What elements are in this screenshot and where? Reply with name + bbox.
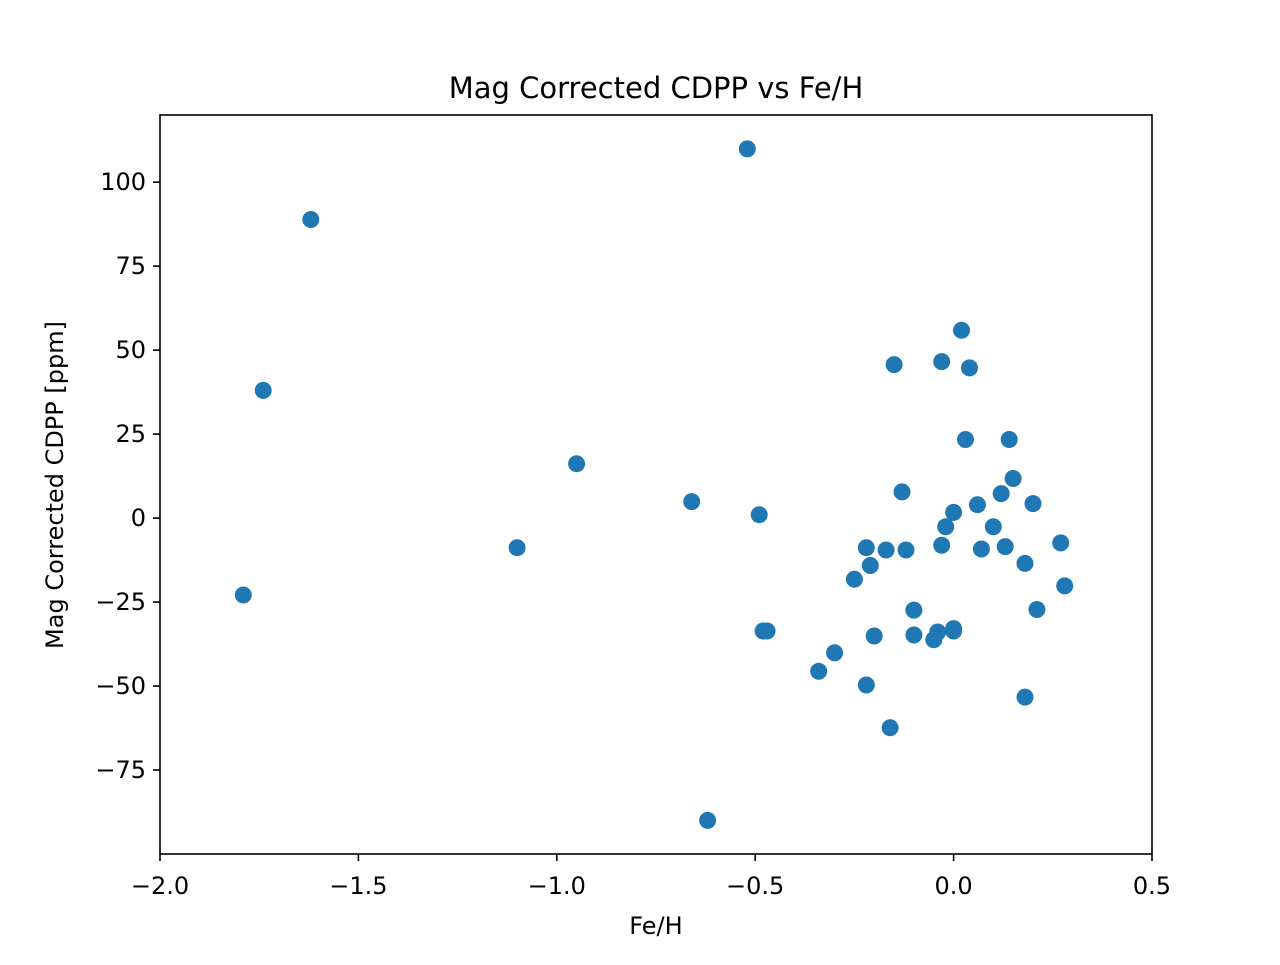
data-point bbox=[845, 570, 863, 588]
data-point bbox=[857, 539, 875, 557]
x-axis-label: Fe/H bbox=[629, 912, 682, 940]
data-point bbox=[945, 620, 963, 638]
data-point bbox=[929, 623, 947, 641]
y-tick-label: −50 bbox=[95, 672, 146, 700]
data-point bbox=[897, 541, 915, 559]
data-point bbox=[1016, 688, 1034, 706]
y-tick-label: 100 bbox=[100, 168, 146, 196]
data-point bbox=[1004, 470, 1022, 487]
data-point bbox=[953, 321, 970, 339]
data-point bbox=[972, 540, 990, 558]
data-point bbox=[234, 586, 252, 604]
data-point bbox=[683, 493, 701, 511]
data-point bbox=[945, 503, 963, 521]
data-point bbox=[699, 811, 717, 829]
data-point bbox=[961, 359, 978, 377]
data-point bbox=[826, 644, 844, 662]
data-point bbox=[1000, 431, 1018, 448]
data-point bbox=[254, 381, 272, 399]
x-tick-label: −0.5 bbox=[726, 872, 784, 900]
y-tick-label: 0 bbox=[131, 504, 146, 532]
data-point bbox=[957, 431, 974, 448]
y-tick-label: −75 bbox=[95, 756, 146, 784]
x-tick-label: −2.0 bbox=[131, 872, 189, 900]
data-point bbox=[881, 719, 899, 737]
plot-frame bbox=[159, 114, 1153, 855]
x-tick-label: −1.0 bbox=[528, 872, 586, 900]
data-point bbox=[1024, 495, 1042, 513]
data-point bbox=[857, 676, 875, 694]
y-tick-label: −25 bbox=[95, 588, 146, 616]
data-point bbox=[893, 483, 911, 501]
data-point bbox=[302, 211, 320, 228]
data-point bbox=[568, 455, 586, 473]
data-point bbox=[810, 662, 828, 680]
data-point bbox=[750, 506, 768, 524]
data-point bbox=[984, 518, 1002, 536]
data-point bbox=[968, 496, 986, 514]
y-axis-ticks: −75 −50 −25 0 25 50 75 100 bbox=[95, 168, 160, 784]
data-point bbox=[1028, 601, 1046, 618]
data-point bbox=[905, 601, 923, 619]
data-point bbox=[861, 557, 879, 574]
data-point bbox=[1052, 534, 1070, 552]
data-point bbox=[1056, 577, 1074, 595]
y-axis-label: Mag Corrected CDPP [ppm] bbox=[41, 321, 69, 649]
data-point bbox=[758, 622, 776, 640]
data-point bbox=[865, 627, 883, 645]
y-tick-label: 75 bbox=[115, 252, 146, 280]
data-point bbox=[508, 539, 526, 557]
chart-title: Mag Corrected CDPP vs Fe/H bbox=[449, 71, 864, 105]
data-point bbox=[885, 356, 903, 374]
x-tick-label: 0.0 bbox=[935, 872, 973, 900]
data-point bbox=[933, 536, 951, 554]
data-point bbox=[933, 353, 951, 371]
data-point bbox=[937, 518, 955, 536]
y-tick-label: 25 bbox=[115, 420, 146, 448]
data-point bbox=[738, 140, 756, 158]
data-points bbox=[234, 140, 1074, 829]
x-tick-label: 0.5 bbox=[1133, 872, 1171, 900]
data-point bbox=[1016, 554, 1034, 572]
data-point bbox=[877, 541, 895, 559]
y-tick-label: 50 bbox=[115, 336, 146, 364]
data-point bbox=[996, 538, 1014, 556]
data-point bbox=[992, 485, 1010, 503]
x-axis-ticks: −2.0 −1.5 −1.0 −0.5 0.0 0.5 bbox=[131, 854, 1171, 900]
x-tick-label: −1.5 bbox=[329, 872, 387, 900]
data-point bbox=[905, 626, 923, 644]
